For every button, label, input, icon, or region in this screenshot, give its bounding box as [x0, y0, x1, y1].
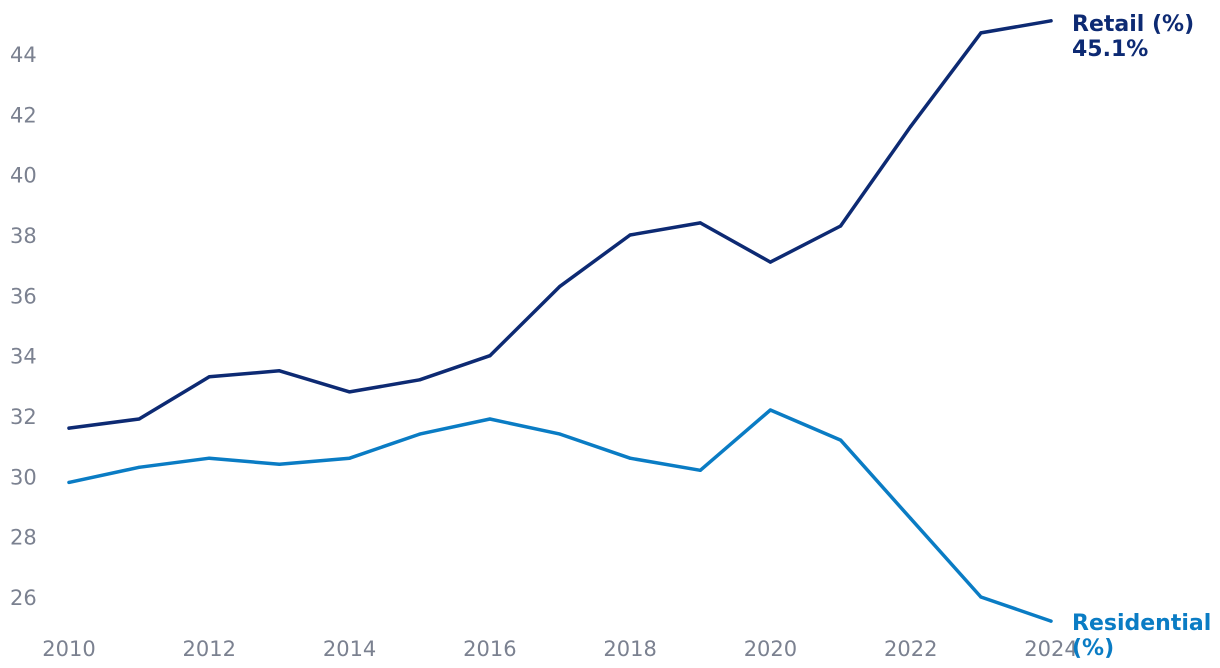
- y-tick-label: 34: [10, 345, 37, 369]
- series-retail: [67, 19, 1053, 430]
- y-tick-label: 28: [10, 526, 37, 550]
- data-point: [207, 456, 211, 460]
- data-point: [698, 468, 702, 472]
- series-residential: [67, 408, 1053, 623]
- series-end-label: (%): [1072, 636, 1114, 661]
- data-point: [1049, 19, 1053, 23]
- y-tick-label: 30: [10, 465, 37, 489]
- series-layer: [67, 19, 1053, 623]
- data-point: [277, 369, 281, 373]
- x-tick-label: 2022: [884, 637, 937, 661]
- data-point: [67, 426, 71, 430]
- data-point: [698, 221, 702, 225]
- data-point: [348, 456, 352, 460]
- series-end-label: 45.1%: [1072, 37, 1148, 62]
- data-point: [558, 432, 562, 436]
- data-point: [768, 260, 773, 264]
- y-axis: 26 28 30 32 34 36 38 40 42 44: [10, 43, 37, 610]
- y-tick-label: 42: [10, 103, 37, 127]
- data-point: [909, 517, 913, 521]
- data-point: [67, 480, 71, 484]
- data-point: [1049, 619, 1053, 623]
- data-point: [207, 375, 211, 379]
- data-point: [488, 417, 492, 421]
- x-tick-label: 2018: [603, 637, 656, 661]
- data-point: [909, 124, 913, 128]
- y-tick-label: 38: [10, 224, 37, 248]
- data-point: [488, 354, 492, 358]
- x-tick-label: 2014: [323, 637, 376, 661]
- x-tick-label: 2012: [183, 637, 236, 661]
- x-tick-label: 2016: [463, 637, 516, 661]
- x-tick-label: 2024: [1024, 637, 1077, 661]
- series-line: [67, 408, 1053, 623]
- y-tick-label: 36: [10, 284, 37, 308]
- data-point: [628, 233, 632, 237]
- x-tick-label: 2010: [42, 637, 95, 661]
- data-point: [839, 224, 843, 228]
- data-point: [137, 417, 141, 421]
- data-point: [277, 462, 281, 466]
- x-tick-label: 2020: [744, 637, 797, 661]
- series-end-label: Retail (%): [1072, 12, 1194, 37]
- data-point: [979, 595, 983, 599]
- data-point: [137, 465, 141, 469]
- y-tick-label: 44: [10, 43, 37, 67]
- data-point: [628, 456, 632, 460]
- y-tick-label: 32: [10, 405, 37, 429]
- data-point: [768, 408, 773, 412]
- data-point: [558, 284, 562, 288]
- y-tick-label: 26: [10, 586, 37, 610]
- data-point: [348, 390, 352, 394]
- data-point: [839, 438, 843, 442]
- y-tick-label: 40: [10, 164, 37, 188]
- series-end-label: Residential: [1072, 611, 1211, 636]
- series-line: [67, 19, 1053, 430]
- x-axis: 2010 2012 2014 2016 2018 2020 2022 2024: [42, 637, 1077, 661]
- data-point: [979, 31, 983, 35]
- data-point: [418, 432, 422, 436]
- series-labels: Retail (%)45.1% Residential(%): [1072, 12, 1211, 661]
- data-point: [418, 378, 422, 382]
